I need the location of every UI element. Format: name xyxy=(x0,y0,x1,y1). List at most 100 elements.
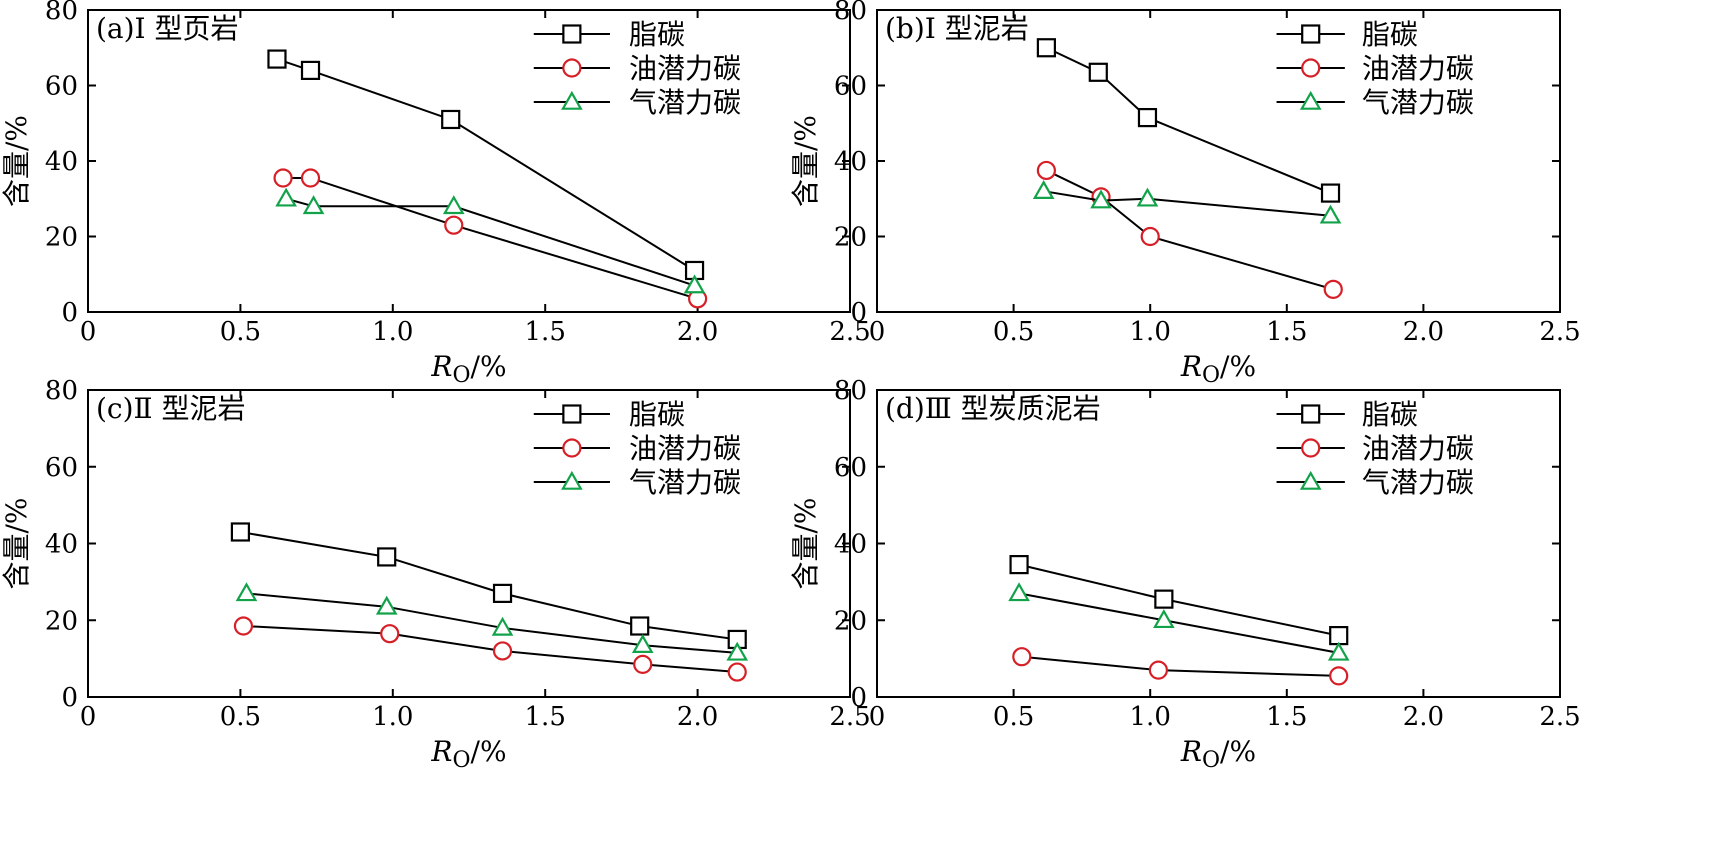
data-point-square xyxy=(1329,625,1349,646)
data-point-square xyxy=(441,109,461,130)
x-axis-label-sub: O xyxy=(1202,363,1220,388)
series-line xyxy=(1018,563,1339,637)
x-tick-label: 2.5 xyxy=(829,702,870,732)
legend-marker-triangle xyxy=(1299,90,1322,110)
x-tick-label: 0 xyxy=(869,702,886,732)
series-triangle xyxy=(235,582,749,661)
panel-title: (b)Ⅰ 型泥岩 xyxy=(885,12,1029,45)
y-axis-label: 含量/% xyxy=(789,497,822,589)
data-point-triangle xyxy=(235,582,258,602)
data-point-square xyxy=(377,547,397,567)
series-line xyxy=(1043,190,1331,217)
y-tick-label: 20 xyxy=(45,223,78,253)
data-point-triangle xyxy=(1153,609,1175,629)
legend-label: 油潜力碳 xyxy=(1362,52,1474,85)
legend-label: 气潜力碳 xyxy=(629,466,741,499)
y-tick-label: 80 xyxy=(834,0,867,26)
series-line xyxy=(285,197,695,287)
series-triangle xyxy=(1008,582,1350,661)
series-line xyxy=(240,531,738,641)
data-point-triangle xyxy=(726,641,749,661)
legend-label: 脂碳 xyxy=(1362,398,1418,431)
x-tick-label: 0.5 xyxy=(220,317,261,347)
x-tick-label: 1.5 xyxy=(525,317,566,347)
legend-marker-square xyxy=(1301,404,1321,424)
data-point-square xyxy=(1320,183,1341,203)
legend-label: 脂碳 xyxy=(629,18,685,51)
y-tick-label: 0 xyxy=(61,298,78,328)
x-axis-label-unit: /% xyxy=(471,735,507,768)
data-point-square xyxy=(630,616,650,636)
x-tick-label: 2.0 xyxy=(1403,317,1444,347)
x-axis-label: RO/% xyxy=(1180,350,1256,388)
series-line xyxy=(276,58,696,272)
y-tick-label: 60 xyxy=(45,453,78,483)
series-line xyxy=(1021,655,1339,677)
x-axis-label-sub: O xyxy=(453,363,471,388)
data-point-circle xyxy=(1140,226,1160,247)
x-tick-label: 2.0 xyxy=(1403,702,1444,732)
legend-label: 气潜力碳 xyxy=(1362,86,1474,119)
legend-label: 气潜力碳 xyxy=(1362,466,1474,499)
legend-marker-square xyxy=(1301,24,1321,44)
x-tick-label: 1.0 xyxy=(1130,702,1171,732)
x-tick-label: 2.0 xyxy=(677,702,718,732)
series-triangle xyxy=(1032,180,1342,224)
data-point-triangle xyxy=(442,195,465,215)
x-tick-label: 2.0 xyxy=(677,317,718,347)
data-point-triangle xyxy=(1008,582,1030,602)
panel-title: (d)Ⅲ 型炭质泥岩 xyxy=(885,392,1101,425)
x-tick-label: 1.0 xyxy=(372,702,413,732)
x-axis-label-main: R xyxy=(430,350,452,383)
x-axis-label: RO/% xyxy=(430,350,506,388)
y-axis-label: 含量/% xyxy=(789,115,822,207)
series-square xyxy=(1036,38,1341,203)
data-point-square xyxy=(1036,38,1056,58)
x-axis-label: RO/% xyxy=(430,735,506,773)
data-point-triangle xyxy=(1032,180,1055,199)
x-tick-label: 1.0 xyxy=(372,317,413,347)
y-tick-label: 40 xyxy=(834,530,867,560)
series-line xyxy=(1045,169,1334,291)
series-line xyxy=(243,625,738,674)
series-square xyxy=(1009,555,1349,646)
legend-marker-triangle xyxy=(561,470,583,490)
panel-title: (a)Ⅰ 型页岩 xyxy=(96,12,239,45)
x-tick-label: 0 xyxy=(80,702,97,732)
x-tick-label: 1.0 xyxy=(1130,317,1171,347)
data-point-triangle xyxy=(683,274,706,294)
data-point-circle xyxy=(492,641,513,661)
x-axis-label-sub: O xyxy=(1202,748,1220,773)
legend-label: 油潜力碳 xyxy=(629,432,741,465)
series-triangle xyxy=(275,187,706,294)
data-point-circle xyxy=(1329,666,1349,686)
y-tick-label: 80 xyxy=(45,0,78,26)
x-axis-label-unit: /% xyxy=(1220,350,1256,383)
data-point-circle xyxy=(1148,660,1168,680)
legend-marker-square xyxy=(562,24,582,44)
legend-marker-triangle xyxy=(561,90,583,110)
data-point-square xyxy=(300,60,321,81)
y-tick-label: 0 xyxy=(850,683,867,713)
x-tick-label: 2.5 xyxy=(829,317,870,347)
series-circle xyxy=(1036,160,1343,299)
data-point-triangle xyxy=(1327,641,1350,661)
x-axis-label-sub: O xyxy=(453,748,471,773)
data-point-circle xyxy=(300,168,321,188)
y-tick-label: 20 xyxy=(834,606,867,636)
data-point-square xyxy=(1088,62,1108,82)
legend-label: 油潜力碳 xyxy=(629,52,741,85)
data-point-circle xyxy=(380,624,400,644)
data-point-square xyxy=(267,49,287,69)
legend-label: 脂碳 xyxy=(629,398,685,431)
data-point-circle xyxy=(633,654,653,674)
legend-marker-circle xyxy=(562,58,582,78)
legend-marker-square xyxy=(562,404,582,424)
series-square xyxy=(267,49,705,281)
series-square xyxy=(230,522,747,650)
data-point-triangle xyxy=(1090,189,1112,209)
y-tick-label: 40 xyxy=(834,147,867,177)
